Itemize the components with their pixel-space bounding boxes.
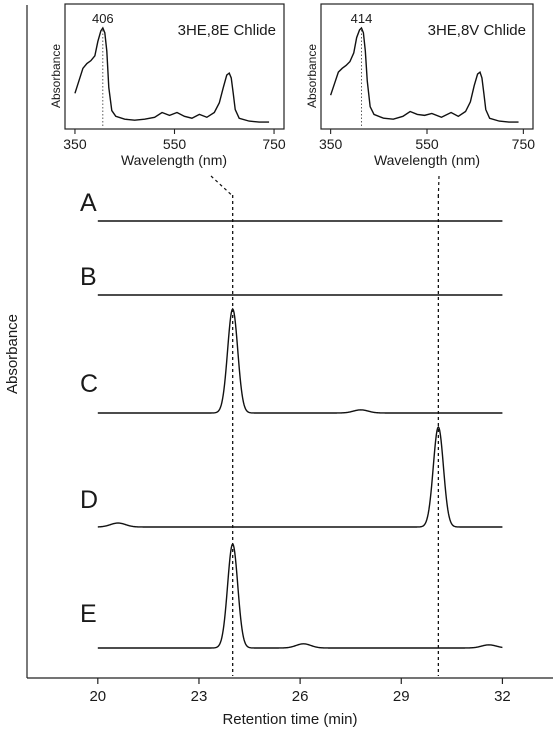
panel-label-b: B (80, 263, 97, 291)
main-y-axis-title: Absorbance (4, 314, 21, 394)
main-x-tick-label: 23 (191, 688, 208, 705)
inset-frame (64, 3, 285, 130)
inset-connectors (210, 175, 440, 197)
inset-x-tick-label: 750 (512, 136, 536, 152)
inset-x-tick-label: 550 (415, 136, 439, 152)
spectrum-inset-8e: 3HE,8E Chlide Absorbance Wavelength (nm)… (49, 3, 286, 168)
main-x-ticks: 20 23 26 29 32 (89, 678, 511, 705)
main-x-tick-label: 26 (292, 688, 309, 705)
inset-peak-label: 414 (351, 11, 373, 26)
chromatogram-chart: Absorbance Retention time (min) 20 23 26 29… (4, 5, 553, 728)
inset-x-ticks: 350 550 750 (319, 129, 535, 152)
panel-label-a: A (80, 189, 97, 217)
inset-x-tick-label: 350 (319, 136, 343, 152)
chromatogram-traces: A B C D E (80, 189, 503, 649)
inset-title: 3HE,8E Chlide (178, 22, 276, 39)
inset-peak-label: 406 (92, 11, 114, 26)
main-x-axis-title: Retention time (min) (222, 711, 357, 728)
chromatogram-trace-e (97, 542, 503, 649)
inset-x-axis-title: Wavelength (nm) (374, 152, 480, 168)
inset-connector-2 (437, 175, 440, 197)
main-x-tick-label: 29 (393, 688, 410, 705)
inset-y-axis-title: Absorbance (49, 44, 63, 108)
panel-label-c: C (80, 370, 98, 398)
main-x-tick-label: 20 (89, 688, 106, 705)
inset-x-tick-label: 750 (262, 136, 286, 152)
inset-frame (320, 3, 534, 130)
chromatogram-trace-c (97, 307, 503, 414)
inset-title: 3HE,8V Chlide (428, 22, 526, 39)
main-x-tick-label: 32 (494, 688, 511, 705)
inset-x-axis-title: Wavelength (nm) (121, 152, 227, 168)
inset-x-tick-label: 550 (163, 136, 187, 152)
inset-x-tick-label: 350 (63, 136, 87, 152)
panel-label-d: D (80, 486, 98, 514)
spectrum-line (74, 26, 270, 123)
spectrum-line (329, 26, 519, 123)
inset-connector-1 (210, 175, 234, 197)
chromatogram-trace-d (97, 425, 503, 528)
spectrum-inset-8v: 3HE,8V Chlide Absorbance Wavelength (nm)… (305, 3, 535, 168)
peak-marker-lines (232, 195, 440, 676)
inset-y-axis-title: Absorbance (305, 44, 319, 108)
panel-label-e: E (80, 600, 97, 628)
inset-x-ticks: 350 550 750 (63, 129, 286, 152)
